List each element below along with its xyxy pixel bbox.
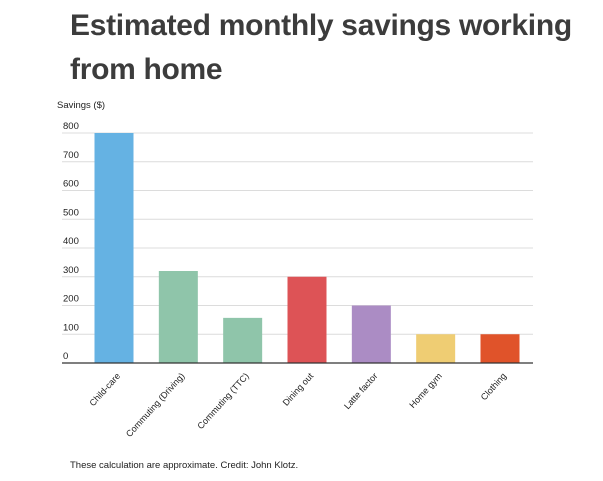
bar [158,271,198,363]
bars [94,133,520,363]
y-tick-label: 300 [63,265,79,276]
y-tick-label: 700 [63,150,79,161]
y-tick-labels: 0 100 200 300 400 500 600 700 800 [63,121,79,362]
y-axis-label: Savings ($) [57,100,105,111]
bar [94,133,134,363]
y-tick-label: 800 [63,121,79,132]
bar [351,305,391,363]
x-tick-labels: Child-care Commuting (Driving) Commuting (… [87,371,508,439]
x-tick-label: Commuting (Driving) [124,371,187,439]
bar [287,276,327,363]
x-tick-label: Child-care [87,371,122,408]
y-tick-label: 600 [63,179,79,190]
footnote: These calculation are approximate. Credi… [70,460,299,471]
bar [223,317,263,363]
y-tick-label: 200 [63,294,79,305]
chart-title: Estimated monthly savings working from h… [70,9,572,86]
y-tick-label: 500 [63,207,79,218]
x-tick-label: Commuting (TTC) [195,371,251,431]
bar [480,334,520,363]
y-tick-label: 0 [63,351,68,362]
y-tick-label: 100 [63,322,79,333]
bar [416,334,456,363]
x-tick-label: Latte factor [342,371,380,411]
y-tick-label: 400 [63,236,79,247]
x-tick-label: Dining out [281,371,316,408]
x-tick-label: Clothing [479,371,509,402]
x-tick-label: Home gym [407,371,444,410]
